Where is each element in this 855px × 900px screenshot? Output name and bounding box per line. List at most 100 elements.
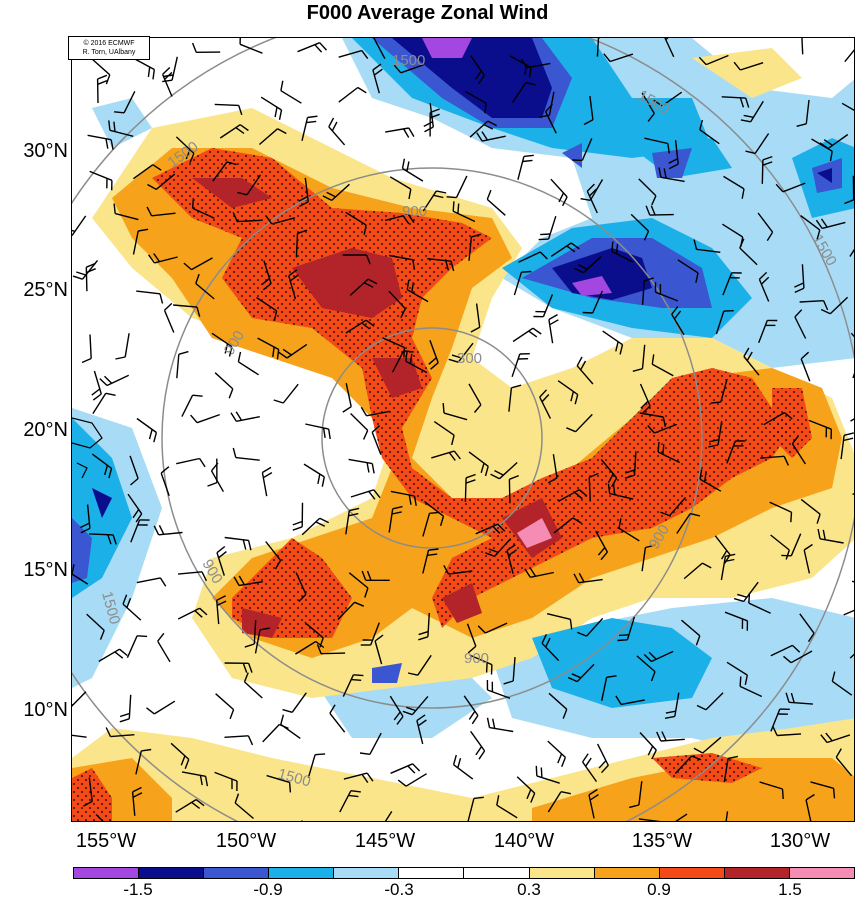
wind-barb (224, 536, 252, 551)
wind-barb (573, 572, 603, 584)
wind-barb (81, 334, 92, 364)
wind-barb (596, 38, 601, 57)
wind-barb (224, 735, 254, 746)
wind-barb (402, 695, 429, 716)
wind-barb (349, 278, 378, 296)
wind-barb (645, 205, 674, 216)
wind-barb (696, 692, 724, 711)
lon-label: 150°W (215, 830, 277, 852)
wind-barb (212, 161, 237, 182)
wind-barb (401, 158, 424, 182)
wind-barb (693, 736, 722, 754)
wind-barb (343, 772, 374, 783)
wind-barb (266, 774, 292, 793)
map-panel[interactable]: 300 900 900 900 900 900 1500 1500 1500 1… (71, 37, 855, 822)
wind-barb (316, 644, 346, 655)
wind-barb (475, 523, 506, 535)
wind-barb (603, 53, 634, 63)
wind-barb (89, 533, 117, 545)
wind-barb (282, 692, 307, 713)
wind-barb (207, 458, 218, 487)
wind-barb (91, 370, 102, 401)
wind-barb (215, 693, 235, 720)
wind-barb (292, 502, 304, 531)
wind-barb (660, 497, 687, 517)
wind-barb (508, 474, 519, 504)
wind-barb (518, 251, 548, 263)
wind-barb (758, 271, 770, 302)
wind-barb (785, 692, 813, 705)
wind-barb (632, 344, 646, 372)
wind-barb (708, 421, 723, 448)
wind-barb (345, 507, 360, 535)
wind-barb (297, 42, 328, 53)
wind-barb (348, 572, 369, 598)
wind-barb (835, 748, 853, 777)
wind-barb (775, 182, 806, 193)
lat-label: 10°N (23, 699, 68, 721)
colorbar-label: 1.5 (778, 880, 802, 899)
colorbar-swatch (334, 868, 400, 878)
colorbar-label: -1.5 (123, 880, 153, 899)
wind-barb (146, 206, 176, 217)
wind-barb (533, 294, 554, 318)
wind-barb (553, 517, 582, 534)
wind-barb (843, 609, 854, 616)
wind-barb (844, 175, 854, 205)
wind-barb (659, 813, 688, 821)
wind-barb (469, 120, 498, 138)
wind-barb (190, 413, 220, 424)
wind-barb (92, 392, 116, 414)
wind-barb (224, 662, 253, 673)
wind-barb (105, 727, 135, 738)
wind-barb (230, 411, 260, 422)
wind-barb (298, 177, 309, 208)
wind-barb (638, 178, 657, 206)
wind-barb (638, 818, 661, 821)
wind-barb (216, 595, 227, 625)
wind-barb (470, 303, 481, 333)
wind-barb (596, 743, 609, 774)
wind-barb (506, 544, 517, 574)
wind-barb (89, 170, 113, 191)
wind-barb (448, 342, 474, 363)
wind-barb (721, 96, 750, 108)
wind-barb (239, 38, 263, 54)
wind-barb (676, 512, 701, 534)
wind-barb (611, 241, 634, 263)
wind-barb (586, 183, 598, 214)
wind-barb (115, 333, 130, 360)
wind-barb (72, 215, 87, 236)
wind-barb (641, 544, 656, 572)
wind-barb (373, 38, 386, 60)
wind-barb (237, 174, 262, 196)
colorbar-swatch (789, 868, 854, 878)
wind-barb (72, 691, 87, 707)
wind-barb (576, 356, 594, 385)
wind-barb (468, 233, 482, 261)
wind-barb (391, 350, 414, 373)
lon-label: 155°W (75, 830, 137, 852)
wind-barb (428, 339, 439, 370)
wind-barb (583, 95, 594, 126)
colorbar-swatch (204, 868, 270, 878)
lon-label: 140°W (493, 830, 555, 852)
wind-barb (794, 309, 807, 339)
wind-barb (722, 272, 742, 296)
wind-barb (322, 183, 350, 202)
wind-barb (850, 332, 854, 338)
wind-barb (350, 489, 381, 500)
wind-barb (548, 313, 559, 344)
wind-barb (427, 258, 455, 272)
wind-barb (258, 128, 287, 146)
wind-barb (550, 242, 580, 257)
wind-barb (157, 632, 171, 663)
lon-label: 135°W (631, 830, 693, 852)
wind-barb (127, 493, 143, 523)
wind-barb (810, 781, 836, 799)
wind-barb (651, 354, 674, 377)
wind-barb (397, 773, 427, 787)
dark-red-shading (192, 178, 562, 638)
wind-barb (538, 215, 557, 241)
wind-barb (772, 726, 802, 737)
